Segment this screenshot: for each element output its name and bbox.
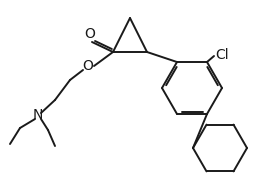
- Text: O: O: [84, 27, 95, 41]
- Text: O: O: [83, 59, 93, 73]
- Text: Cl: Cl: [215, 48, 229, 62]
- Text: N: N: [33, 108, 43, 122]
